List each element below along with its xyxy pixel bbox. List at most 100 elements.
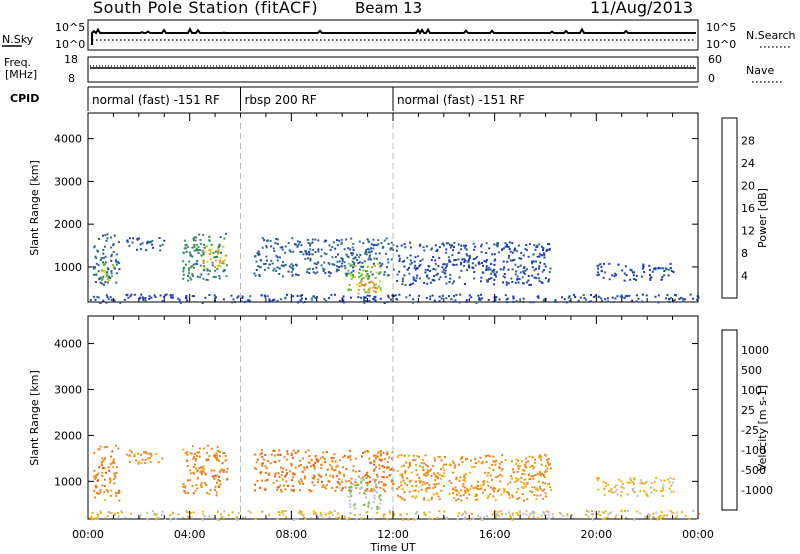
power-ylabel: Slant Range [km] (28, 160, 41, 256)
scatter-cell (397, 494, 399, 497)
scatter-cell (236, 516, 238, 519)
scatter-cell (282, 260, 285, 263)
scatter-cell (385, 266, 388, 269)
scatter-cell (455, 499, 458, 502)
scatter-cell (545, 248, 548, 251)
scatter-cell (450, 244, 453, 247)
scatter-cell (321, 455, 324, 458)
scatter-cell (404, 471, 407, 474)
scatter-cell (367, 240, 370, 243)
scatter-cell (392, 482, 395, 485)
scatter-cell (457, 258, 460, 261)
scatter-cell (542, 249, 544, 251)
scatter-cell (277, 486, 280, 488)
scatter-cell (114, 267, 116, 270)
scatter-cell (398, 257, 401, 260)
scatter-cell (376, 507, 379, 510)
scatter-cell (233, 301, 236, 303)
scatter-cell (137, 452, 140, 455)
scatter-cell (464, 259, 467, 262)
scatter-cell (218, 244, 221, 247)
scatter-cell (248, 299, 251, 302)
scatter-cell (290, 462, 293, 465)
scatter-cell (501, 454, 504, 457)
scatter-cell (405, 296, 408, 299)
scatter-cell (140, 462, 143, 465)
scatter-cell (481, 262, 483, 265)
scatter-cell (186, 299, 189, 302)
nsearch-tick-bottom: 10^0 (706, 38, 736, 51)
scatter-cell (118, 268, 121, 271)
scatter-cell (623, 279, 626, 282)
scatter-cell (522, 270, 525, 273)
scatter-cell (611, 296, 614, 299)
scatter-cell (653, 516, 656, 519)
scatter-cell (261, 510, 263, 513)
scatter-cell (449, 273, 452, 276)
scatter-cell (500, 493, 503, 496)
scatter-cell (409, 259, 412, 262)
scatter-cell (192, 511, 195, 514)
scatter-cell (547, 511, 550, 514)
scatter-cell (317, 460, 320, 463)
scatter-cell (383, 273, 386, 276)
scatter-cell (432, 267, 435, 270)
scatter-cell (354, 481, 357, 484)
scatter-cell (672, 490, 675, 493)
scatter-cell (263, 268, 266, 271)
scatter-cell (385, 252, 387, 255)
scatter-cell (460, 248, 462, 251)
scatter-cell (483, 480, 485, 483)
scatter-cell (538, 456, 541, 459)
scatter-cell (149, 461, 152, 463)
scatter-cell (100, 461, 103, 463)
scatter-cell (257, 250, 260, 253)
scatter-cell (216, 457, 219, 460)
scatter-cell (419, 243, 422, 246)
scatter-cell (97, 492, 100, 495)
scatter-cell (641, 267, 644, 270)
scatter-cell (480, 462, 483, 464)
scatter-cell (283, 510, 286, 513)
scatter-cell (407, 518, 410, 521)
scatter-cell (482, 264, 484, 267)
scatter-cell (273, 250, 276, 253)
scatter-cell (615, 484, 618, 487)
scatter-cell (374, 489, 377, 492)
scatter-cell (610, 489, 613, 492)
scatter-cell (620, 509, 623, 512)
scatter-cell (93, 273, 96, 276)
scatter-cell (115, 263, 118, 266)
scatter-cell (219, 257, 222, 260)
scatter-cell (349, 490, 352, 493)
scatter-cell (340, 480, 343, 483)
scatter-cell (498, 298, 501, 301)
scatter-cell (522, 300, 525, 303)
scatter-cell (502, 275, 505, 278)
scatter-cell (265, 472, 267, 474)
scatter-cell (509, 250, 512, 253)
scatter-cell (312, 271, 315, 274)
scatter-cell (378, 480, 381, 483)
scatter-cell (405, 461, 408, 464)
scatter-cell (614, 516, 617, 519)
scatter-cell (416, 300, 419, 303)
scatter-cell (455, 478, 458, 481)
scatter-cell (644, 516, 646, 519)
scatter-cell (473, 271, 476, 273)
scatter-cell (360, 486, 363, 489)
scatter-cell (413, 266, 416, 269)
scatter-cell (476, 480, 479, 483)
scatter-cell (498, 462, 501, 465)
scatter-cell (258, 275, 261, 278)
scatter-cell (603, 517, 606, 520)
scatter-cell (106, 445, 108, 448)
scatter-cell (343, 261, 346, 264)
scatter-cell (198, 467, 201, 470)
scatter-cell (206, 492, 209, 494)
scatter-cell (111, 264, 114, 267)
scatter-cell (550, 489, 553, 492)
scatter-cell (540, 474, 542, 477)
scatter-cell (94, 255, 97, 258)
scatter-cell (676, 515, 679, 518)
